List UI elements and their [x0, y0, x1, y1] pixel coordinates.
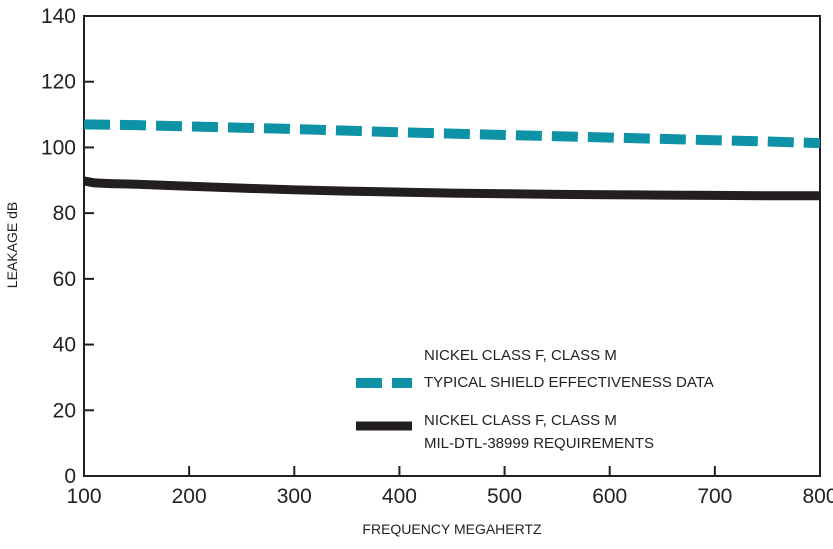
legend: NICKEL CLASS F, CLASS M TYPICAL SHIELD EF…: [356, 347, 714, 452]
x-tick-label: 200: [172, 485, 207, 508]
legend-label: MIL-DTL-38999 REQUIREMENTS: [424, 435, 654, 452]
x-axis-title: FREQUENCY MEGAHERTZ: [362, 521, 542, 537]
series-line-2: [83, 176, 820, 201]
y-axis-title: LEAKAGE dB: [4, 202, 20, 288]
x-tick-label: 600: [592, 485, 627, 508]
y-tick-label: 100: [41, 136, 76, 159]
plot-frame: [83, 15, 821, 477]
y-tick-label: 80: [53, 202, 76, 225]
legend-item-1: NICKEL CLASS F, CLASS M TYPICAL SHIELD EF…: [356, 347, 714, 391]
y-tick-label: 120: [41, 71, 76, 94]
y-tick-label: 40: [53, 334, 76, 357]
y-tick-label: 20: [53, 399, 76, 422]
y-tick-label: 140: [41, 5, 76, 28]
legend-label: NICKEL CLASS F, CLASS M: [424, 347, 617, 364]
x-tick-label: 700: [697, 485, 732, 508]
series-layer: [83, 119, 821, 201]
y-tick-label: 60: [53, 268, 76, 291]
legend-item-2: NICKEL CLASS F, CLASS M MIL-DTL-38999 REQ…: [356, 412, 654, 452]
legend-label: TYPICAL SHIELD EFFECTIVENESS DATA: [424, 374, 714, 391]
x-tick-label: 500: [487, 485, 522, 508]
y-tick-label: 0: [64, 465, 76, 488]
x-tick-label: 800: [802, 485, 833, 508]
axes-layer: 100 200 300 400 500 600 700 800 0 20 40 60 80 100 120 1…: [41, 5, 833, 508]
x-tick-label: 400: [382, 485, 417, 508]
legend-label: NICKEL CLASS F, CLASS M: [424, 412, 617, 429]
series-line-1: [83, 119, 821, 149]
x-tick-label: 300: [277, 485, 312, 508]
x-tick-label: 100: [66, 485, 101, 508]
